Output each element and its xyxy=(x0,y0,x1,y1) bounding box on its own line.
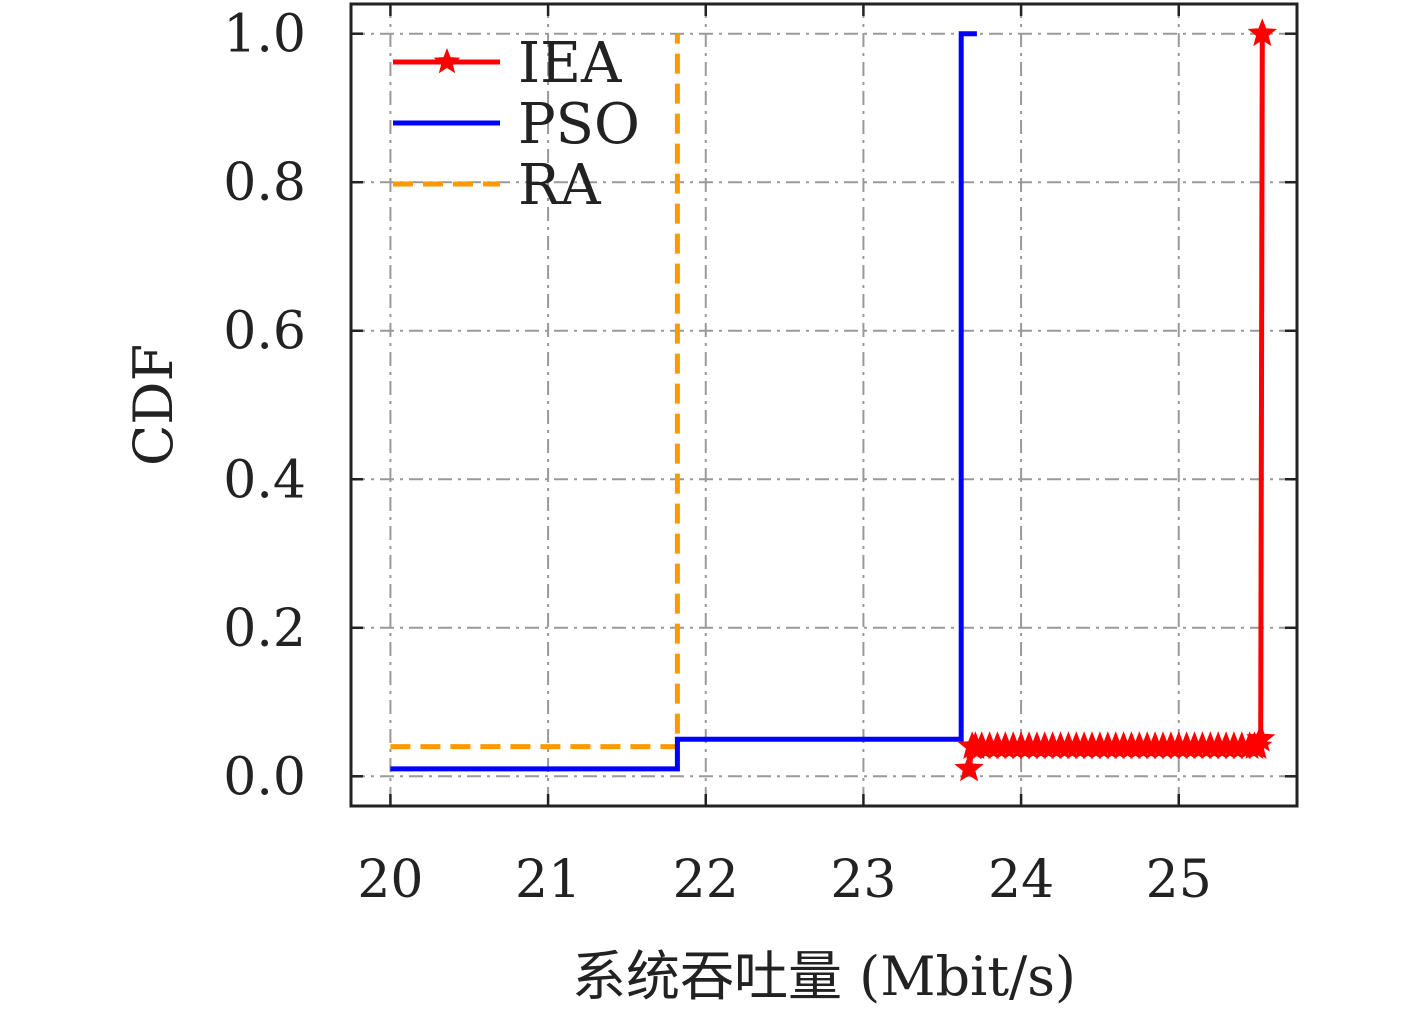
plot-frame xyxy=(349,2,1299,808)
x-tick-label-1: 21 xyxy=(515,850,581,910)
series-layer xyxy=(390,18,1277,782)
legend-marker-iea xyxy=(433,48,461,74)
y-tick-label-3: 0.6 xyxy=(223,302,306,362)
legend-label-iea: IEA xyxy=(518,31,622,96)
series-line-iea xyxy=(966,33,1265,770)
y-tick-label-5: 1.0 xyxy=(223,5,306,65)
y-tick-label-0: 0.0 xyxy=(223,747,306,807)
legend-label-ra: RA xyxy=(518,153,601,218)
y-tick-label-4: 0.8 xyxy=(223,153,306,213)
y-axis-label: CDF xyxy=(122,344,185,466)
x-axis-label: 系统吞吐量 (Mbit/s) xyxy=(572,945,1076,1008)
y-tick-label-1: 0.2 xyxy=(223,599,306,659)
legend-label-pso: PSO xyxy=(518,92,640,157)
x-tick-label-2: 22 xyxy=(673,850,739,910)
series-point-iea-0 xyxy=(954,753,984,782)
x-tick-label-0: 20 xyxy=(357,850,423,910)
grid xyxy=(351,4,1297,806)
x-tick-label-5: 25 xyxy=(1146,850,1212,910)
series-point-iea-40 xyxy=(1246,723,1276,752)
x-tick-label-4: 24 xyxy=(988,850,1054,910)
tick-labels: 20 21 22 23 24 25 0.0 0.2 0.4 0.6 0.8 1.0 xyxy=(223,5,1212,910)
series-point-iea-41 xyxy=(1247,18,1277,47)
series-line-pso xyxy=(390,31,977,772)
tick-marks xyxy=(351,4,1297,806)
y-tick-label-2: 0.4 xyxy=(223,450,306,510)
x-tick-label-3: 23 xyxy=(830,850,896,910)
